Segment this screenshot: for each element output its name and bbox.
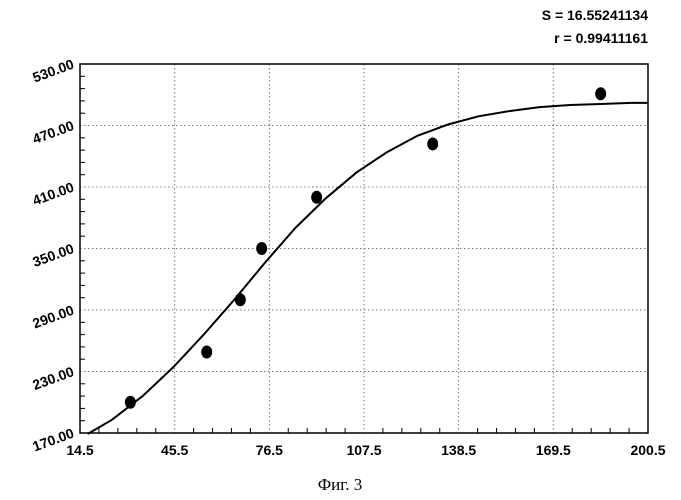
data-point xyxy=(125,396,136,409)
y-tick-label: 350.00 xyxy=(30,240,76,270)
y-tick-label: 410.00 xyxy=(30,179,76,209)
y-tick-label: 530.00 xyxy=(30,56,76,86)
x-tick-label: 14.5 xyxy=(66,442,93,458)
data-point xyxy=(595,87,606,100)
x-tick-label: 200.5 xyxy=(630,442,665,458)
fit-curve xyxy=(88,103,648,434)
data-point xyxy=(235,293,246,306)
y-tick-label: 470.00 xyxy=(30,117,76,147)
data-point xyxy=(427,137,438,150)
data-points xyxy=(125,87,606,409)
y-tick-label: 290.00 xyxy=(30,302,76,332)
x-tick-label: 107.5 xyxy=(346,442,381,458)
y-tick-labels: 170.00230.00290.00350.00410.00470.00530.… xyxy=(30,56,76,455)
gridlines xyxy=(80,64,648,433)
y-tick-label: 230.00 xyxy=(30,363,76,393)
stat-r: r = 0.99411161 xyxy=(554,30,648,46)
minor-ticks xyxy=(80,76,629,433)
data-point xyxy=(311,191,322,204)
data-point xyxy=(256,242,267,255)
x-tick-label: 45.5 xyxy=(161,442,188,458)
x-tick-label: 76.5 xyxy=(256,442,283,458)
x-tick-label: 169.5 xyxy=(536,442,571,458)
x-tick-label: 138.5 xyxy=(441,442,476,458)
data-point xyxy=(201,346,212,359)
figure-caption: Фиг. 3 xyxy=(318,475,363,494)
stat-s: S = 16.55241134 xyxy=(542,7,648,23)
x-tick-labels: 14.5 45.5 76.5 107.5 138.5 169.5 200.5 xyxy=(66,442,665,458)
